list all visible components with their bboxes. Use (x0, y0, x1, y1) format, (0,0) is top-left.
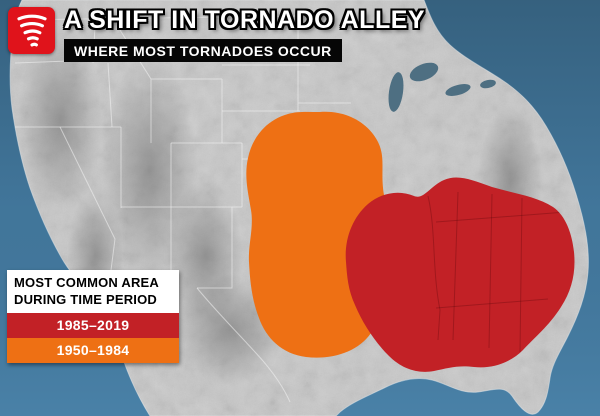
legend-item-1985-2019: 1985–2019 (7, 312, 179, 338)
tornado-icon (8, 7, 55, 54)
legend-heading: MOST COMMON AREA DURING TIME PERIOD (7, 270, 179, 313)
legend-item-1950-1984: 1950–1984 (7, 337, 179, 363)
legend-heading-line1: MOST COMMON AREA (14, 275, 159, 290)
tornado-glyph (16, 14, 47, 46)
page-title: A SHIFT IN TORNADO ALLEY (64, 6, 426, 34)
page-subtitle: WHERE MOST TORNADOES OCCUR (64, 38, 342, 62)
legend: MOST COMMON AREA DURING TIME PERIOD 1985… (7, 270, 179, 363)
great-lakes (388, 62, 496, 112)
header: A SHIFT IN TORNADO ALLEY WHERE MOST TORN… (8, 6, 426, 62)
state-borders-over-red (427, 191, 567, 353)
legend-heading-line2: DURING TIME PERIOD (14, 291, 157, 307)
